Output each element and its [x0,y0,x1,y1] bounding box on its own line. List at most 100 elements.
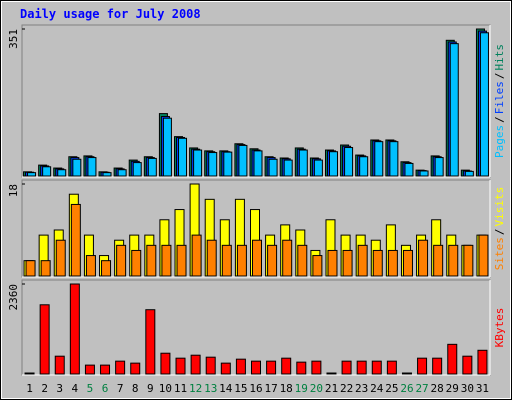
bar [131,249,142,277]
bar [298,149,308,177]
bar [176,244,187,277]
bar [478,234,489,277]
x-tick-label: 20 [310,382,323,395]
bar [433,244,444,277]
x-tick-label: 29 [446,382,459,395]
bar [448,244,459,277]
bar [449,43,459,177]
legend: KBytes [493,308,506,348]
bar [464,170,474,177]
bar [344,147,354,177]
x-tick-label: 31 [476,382,489,395]
x-tick-label: 18 [280,382,293,395]
x-tick-label: 2 [41,382,48,395]
bar [206,239,217,277]
x-tick-label: 6 [102,382,109,395]
x-tick-label: 12 [189,382,202,395]
bar [161,244,172,277]
bar [24,372,35,375]
x-tick-label: 26 [400,382,413,395]
x-tick-label: 3 [56,382,63,395]
x-tick-label: 8 [132,382,139,395]
bar [297,244,308,277]
x-tick-label: 28 [431,382,444,395]
x-tick-label: 17 [264,382,277,395]
bar [312,255,323,277]
y-tick-label: 351 [7,29,20,49]
bar [296,361,307,375]
bar [160,352,171,375]
bar [40,260,51,277]
x-tick-label: 4 [72,382,79,395]
bar [42,166,52,177]
x-tick-label: 13 [204,382,217,395]
bar [208,152,218,177]
bar [221,244,232,277]
bar [100,364,111,375]
bar [193,149,203,177]
bar [191,234,202,277]
bar [479,32,489,177]
bar [101,260,112,277]
bar [251,360,261,375]
legend-entry: Hits [493,44,506,71]
bar [87,157,97,177]
bar [220,362,231,375]
bar [404,162,414,177]
bar [146,244,157,277]
bar [463,244,474,277]
bar [27,172,37,177]
bar [54,355,65,375]
bar [70,203,81,277]
bar [268,158,278,177]
x-tick-label: 30 [461,382,474,395]
bar [72,158,82,177]
bar [235,358,246,375]
bar [326,372,337,375]
bar [253,150,263,177]
bar [145,309,156,375]
legend-entry: Sites [493,237,506,270]
legend-separator: / [493,73,506,80]
bar [102,172,112,177]
bar [55,239,66,277]
legend-entry: Visits [493,187,506,227]
x-tick-label: 16 [249,382,262,395]
bar [281,357,292,375]
x-tick-label: 24 [370,382,384,395]
bar [223,151,233,177]
x-tick-label: 27 [415,382,428,395]
x-tick-label: 22 [340,382,353,395]
bar [178,137,188,177]
x-tick-label: 1 [26,382,33,395]
bar [401,372,412,375]
bar [190,354,201,375]
bar [162,117,172,177]
bar [57,169,67,177]
panel [21,279,491,376]
bar [447,343,458,375]
bar [236,244,247,277]
bar [359,156,369,177]
bar [130,362,141,375]
x-tick-label: 23 [355,382,368,395]
y-tick-label: 2360 [7,284,20,311]
bar [175,357,186,375]
bar [205,356,216,375]
bar [462,355,473,375]
bar [238,144,248,177]
bar [386,360,397,375]
x-tick-label: 21 [325,382,338,395]
bar [418,239,429,277]
bar [313,159,323,177]
bar [85,255,96,277]
bar [39,304,50,375]
bar [417,357,428,375]
bar [267,244,278,277]
bar [372,249,383,277]
bar [283,159,293,177]
bar [342,249,353,277]
bar [252,239,262,277]
